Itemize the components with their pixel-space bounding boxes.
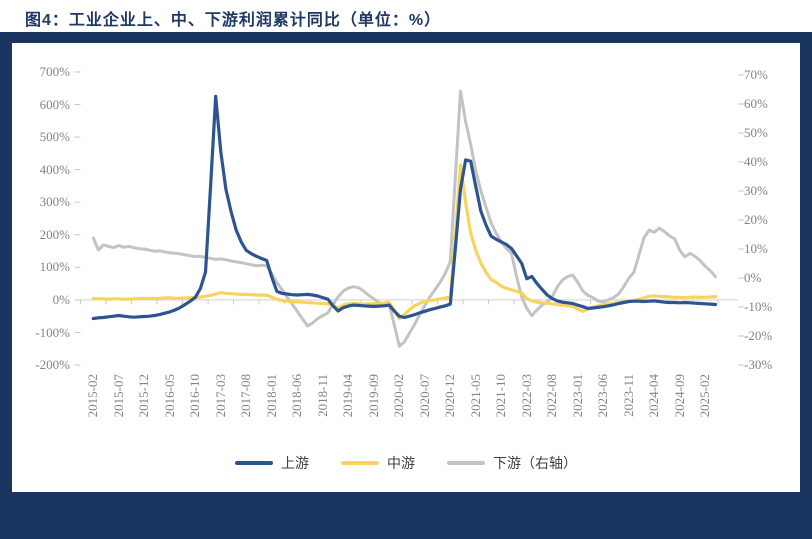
legend-item-midstream: 中游 <box>341 453 415 473</box>
x-axis-tick-label: 2021-10 <box>493 374 509 418</box>
right-axis-tick-label: -20% <box>744 328 773 343</box>
left-axis-tick-label: -200% <box>35 357 70 372</box>
left-axis-tick-label: 100% <box>39 259 70 275</box>
x-axis-tick-label: 2022-03 <box>518 374 534 418</box>
x-axis-tick-label: 2016-05 <box>161 374 177 418</box>
left-axis-tick-label: 200% <box>39 226 70 242</box>
x-axis-tick-label: 2023-11 <box>620 374 636 417</box>
x-axis-tick-label: 2018-06 <box>289 374 305 418</box>
x-axis-tick-label: 2017-08 <box>238 374 254 418</box>
x-axis-tick-label: 2015-02 <box>85 374 101 418</box>
series-line-上游 <box>91 94 718 321</box>
title-divider-band <box>0 32 812 43</box>
x-axis-tick-label: 2021-05 <box>467 374 483 418</box>
left-axis-tick-label: 400% <box>39 161 70 177</box>
left-axis-tick-label: 300% <box>39 194 70 210</box>
right-axis-tick-label: 50% <box>744 125 768 140</box>
legend-swatch-upstream <box>235 461 273 465</box>
x-axis-tick-label: 2015-07 <box>110 374 126 418</box>
x-axis-tick-label: 2019-04 <box>340 374 356 418</box>
left-axis-tick-label: 500% <box>39 129 70 145</box>
legend-swatch-downstream <box>447 461 485 465</box>
right-axis-tick-label: 30% <box>744 183 768 198</box>
series-line-下游（右轴） <box>91 89 717 348</box>
x-axis-tick-label: 2017-03 <box>212 374 228 418</box>
legend-label-upstream: 上游 <box>281 455 309 471</box>
x-axis-tick-label: 2016-10 <box>187 374 203 418</box>
x-axis-tick-label: 2022-08 <box>544 374 560 418</box>
right-axis-tick-label: 0% <box>744 270 762 285</box>
x-axis-tick-label: 2025-02 <box>697 374 713 418</box>
x-axis-tick-label: 2023-01 <box>569 374 585 418</box>
legend-item-upstream: 上游 <box>235 453 309 473</box>
left-axis-tick-label: 0% <box>52 291 70 307</box>
legend-item-downstream: 下游（右轴） <box>447 453 577 473</box>
legend-swatch-midstream <box>341 461 379 465</box>
legend-label-downstream: 下游（右轴） <box>493 455 577 471</box>
x-axis-tick-label: 2018-11 <box>314 374 330 417</box>
frame-right-strip <box>800 43 812 492</box>
left-axis-tick-label: 600% <box>39 96 70 112</box>
frame-bottom-band <box>0 492 812 539</box>
right-axis-tick-label: 70% <box>744 67 768 82</box>
x-axis-tick-label: 2018-01 <box>263 374 279 418</box>
left-axis-tick-label: -100% <box>35 324 70 340</box>
right-axis-tick-label: 10% <box>744 241 768 256</box>
legend-label-midstream: 中游 <box>387 455 415 471</box>
chart-title: 图4：工业企业上、中、下游利润累计同比（单位：%） <box>25 12 442 29</box>
left-axis-tick-label: 700% <box>39 64 70 79</box>
x-axis-tick-label: 2019-09 <box>365 374 381 418</box>
x-axis-tick-label: 2015-12 <box>136 374 152 418</box>
x-axis-tick-label: 2023-06 <box>595 374 611 418</box>
x-axis-tick-label: 2020-12 <box>442 374 458 418</box>
x-axis-tick-label: 2020-07 <box>416 374 432 418</box>
right-axis-tick-label: -30% <box>744 357 773 372</box>
right-axis-tick-label: 40% <box>744 154 768 169</box>
x-axis-tick-label: 2020-02 <box>391 374 407 418</box>
frame-left-strip <box>0 43 12 492</box>
x-axis-tick-label: 2024-04 <box>646 374 662 418</box>
x-axis-tick-label: 2024-09 <box>671 374 687 418</box>
legend: 上游 中游 下游（右轴） <box>0 453 812 473</box>
right-axis-tick-label: 20% <box>744 212 768 227</box>
right-axis-tick-label: 60% <box>744 96 768 111</box>
right-axis-tick-label: -10% <box>744 299 773 314</box>
series-line-中游 <box>91 163 718 321</box>
